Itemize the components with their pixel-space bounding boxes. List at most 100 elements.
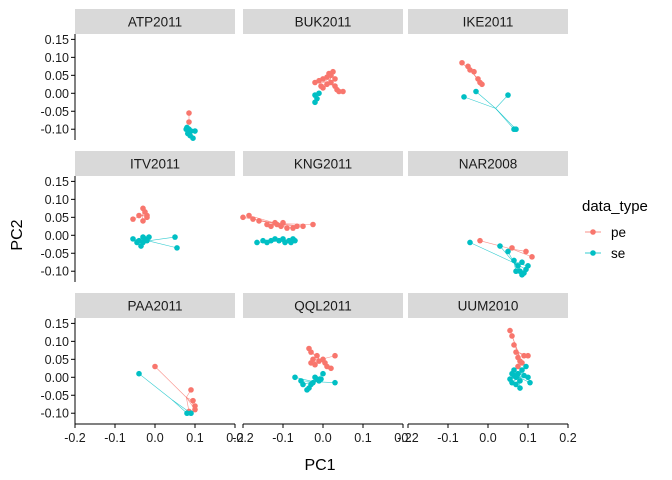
- connector-segment: [475, 91, 496, 109]
- connector-segment: [495, 108, 517, 130]
- facet-panel: BUK2011: [243, 9, 403, 106]
- y-tick-label: 0.15: [45, 317, 69, 331]
- data-point-se: [513, 268, 519, 275]
- data-point-se: [509, 379, 515, 386]
- data-point-pe: [186, 119, 192, 125]
- data-point-pe: [240, 214, 246, 221]
- data-point-se: [192, 128, 198, 134]
- data-point-pe: [513, 349, 519, 355]
- data-point-pe: [507, 327, 513, 334]
- y-tick-label: 0.00: [45, 87, 69, 101]
- data-point-pe: [144, 214, 150, 221]
- axes: -0.10-0.050.000.050.100.15-0.10-0.050.00…: [41, 33, 577, 445]
- data-point-se: [320, 370, 326, 377]
- data-point-pe: [326, 70, 332, 77]
- y-tick-label: 0.10: [45, 51, 69, 65]
- data-point-se: [511, 257, 517, 264]
- data-point-pe: [318, 83, 324, 89]
- data-point-pe: [477, 237, 483, 244]
- data-point-pe: [328, 365, 334, 372]
- data-point-se: [523, 363, 529, 370]
- y-tick-label: -0.10: [41, 407, 70, 421]
- x-tick-label: 0.2: [559, 431, 576, 445]
- data-point-se: [184, 410, 190, 417]
- data-point-pe: [310, 221, 316, 228]
- data-point-se: [254, 239, 260, 246]
- data-point-pe: [509, 245, 515, 251]
- y-tick-label: 0.00: [45, 371, 69, 385]
- facet-panel: IKE2011: [408, 9, 568, 133]
- data-point-se: [130, 236, 136, 242]
- data-point-pe: [523, 248, 529, 255]
- x-tick-label: -0.1: [272, 431, 294, 445]
- data-point-se: [136, 370, 142, 377]
- data-point-pe: [340, 88, 346, 95]
- facet-strip: [75, 9, 235, 34]
- y-tick-label: 0.10: [45, 335, 69, 349]
- data-point-se: [505, 248, 511, 255]
- data-point-se: [318, 376, 324, 382]
- data-point-pe: [471, 68, 477, 75]
- legend-label: se: [611, 246, 625, 261]
- facet-title: ITV2011: [130, 157, 180, 172]
- data-point-pe: [308, 349, 314, 355]
- data-point-pe: [324, 81, 330, 88]
- data-point-se: [316, 90, 322, 97]
- data-point-pe: [192, 406, 198, 413]
- x-tick-label: -0.1: [437, 431, 459, 445]
- y-tick-label: 0.10: [45, 193, 69, 207]
- facet-strip: [75, 293, 235, 318]
- data-point-se: [190, 135, 196, 142]
- data-point-pe: [280, 219, 286, 226]
- y-axis-title: PC2: [9, 219, 26, 250]
- facet-panel: PAA2011: [75, 293, 235, 417]
- data-point-pe: [525, 352, 531, 359]
- connector-segment: [148, 236, 176, 242]
- data-point-pe: [256, 218, 262, 224]
- data-point-pe: [246, 212, 252, 219]
- data-point-pe: [459, 59, 465, 66]
- data-point-se: [519, 367, 525, 373]
- data-point-pe: [186, 110, 192, 116]
- data-point-se: [497, 243, 503, 249]
- data-point-se: [310, 379, 316, 386]
- x-tick-label: 0.1: [519, 431, 536, 445]
- connector-segment: [463, 96, 496, 109]
- x-tick-label: 0.0: [479, 431, 496, 445]
- legend-label: pe: [611, 225, 626, 240]
- x-axis-title: PC1: [304, 457, 335, 474]
- y-tick-label: -0.10: [41, 123, 70, 137]
- y-tick-label: 0.00: [45, 229, 69, 243]
- data-point-pe: [521, 352, 527, 359]
- data-point-se: [519, 259, 525, 266]
- data-point-se: [292, 237, 298, 244]
- x-tick-label: -0.1: [104, 431, 126, 445]
- connector-segment: [294, 376, 314, 382]
- facet-strip: [243, 9, 403, 34]
- data-point-se: [515, 263, 521, 269]
- data-point-pe: [250, 216, 256, 222]
- data-point-se: [523, 266, 529, 273]
- x-tick-label: -0.2: [397, 431, 419, 445]
- data-point-se: [467, 239, 473, 246]
- facet-title: UUM2010: [458, 299, 519, 314]
- data-point-se: [172, 234, 178, 240]
- facet-title: NAR2008: [459, 157, 518, 172]
- data-point-se: [513, 126, 519, 133]
- x-tick-label: 0.2: [394, 431, 411, 445]
- data-point-se: [505, 92, 511, 98]
- data-point-se: [332, 379, 338, 386]
- y-tick-label: 0.15: [45, 175, 69, 189]
- connector-segment: [172, 399, 188, 414]
- data-point-pe: [268, 223, 274, 230]
- facet-strip: [243, 151, 403, 176]
- facet-title: IKE2011: [463, 15, 514, 30]
- y-tick-label: -0.05: [41, 389, 70, 403]
- data-point-pe: [519, 360, 525, 366]
- y-tick-label: 0.05: [45, 69, 69, 83]
- y-tick-label: -0.05: [41, 247, 70, 261]
- facet-strip: [408, 9, 568, 34]
- facet-title: PAA2011: [127, 299, 182, 314]
- x-tick-label: 0.1: [186, 431, 203, 445]
